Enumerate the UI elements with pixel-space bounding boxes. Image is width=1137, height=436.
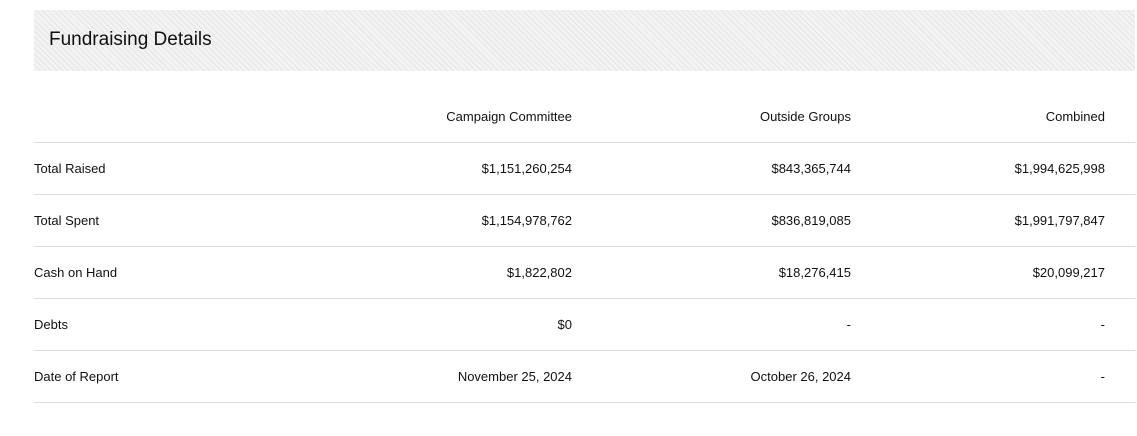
table-row: Debts $0 - -	[34, 298, 1135, 351]
header-outside-groups: Outside Groups	[572, 90, 851, 143]
row-label: Total Spent	[34, 194, 324, 247]
cell-spacer	[1105, 350, 1135, 403]
header-spacer	[1105, 90, 1135, 143]
cell-combined: $20,099,217	[851, 246, 1105, 299]
row-label: Debts	[34, 298, 324, 351]
table-row: Date of Report November 25, 2024 October…	[34, 350, 1135, 403]
table-header-row: Campaign Committee Outside Groups Combin…	[34, 90, 1135, 143]
cell-campaign: $0	[324, 298, 572, 351]
cell-spacer	[1105, 298, 1135, 351]
cell-spacer	[1105, 142, 1135, 195]
cell-outside: $843,365,744	[572, 142, 851, 195]
header-campaign-committee: Campaign Committee	[324, 90, 572, 143]
section-header: Fundraising Details	[34, 10, 1135, 71]
cell-outside: $836,819,085	[572, 194, 851, 247]
cell-campaign: November 25, 2024	[324, 350, 572, 403]
fundraising-table: Campaign Committee Outside Groups Combin…	[34, 90, 1135, 403]
row-label: Date of Report	[34, 350, 324, 403]
cell-combined: $1,991,797,847	[851, 194, 1105, 247]
cell-outside: -	[572, 298, 851, 351]
cell-campaign: $1,822,802	[324, 246, 572, 299]
table-row: Cash on Hand $1,822,802 $18,276,415 $20,…	[34, 246, 1135, 299]
cell-combined: -	[851, 350, 1105, 403]
cell-combined: -	[851, 298, 1105, 351]
cell-combined: $1,994,625,998	[851, 142, 1105, 195]
cell-campaign: $1,154,978,762	[324, 194, 572, 247]
cell-outside: $18,276,415	[572, 246, 851, 299]
row-label: Cash on Hand	[34, 246, 324, 299]
row-label: Total Raised	[34, 142, 324, 195]
cell-spacer	[1105, 246, 1135, 299]
cell-campaign: $1,151,260,254	[324, 142, 572, 195]
table-row: Total Raised $1,151,260,254 $843,365,744…	[34, 142, 1135, 195]
header-label-column	[34, 90, 324, 143]
header-combined: Combined	[851, 90, 1105, 143]
cell-outside: October 26, 2024	[572, 350, 851, 403]
table-row: Total Spent $1,154,978,762 $836,819,085 …	[34, 194, 1135, 247]
section-title: Fundraising Details	[49, 29, 212, 50]
cell-spacer	[1105, 194, 1135, 247]
